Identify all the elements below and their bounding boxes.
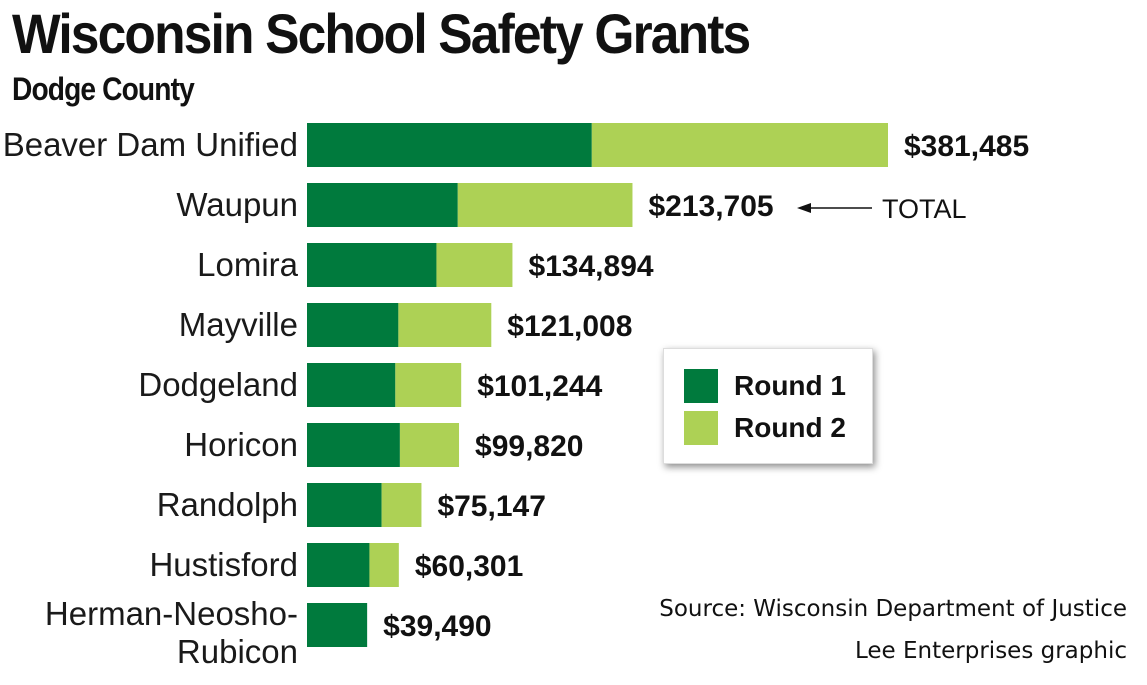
legend-label-round-1: Round 1	[734, 370, 846, 401]
category-label-horicon: Horicon	[184, 426, 298, 463]
legend-swatch-round-1	[684, 369, 718, 403]
bar-round-2-mayville	[398, 303, 492, 347]
bar-round-2-randolph	[381, 483, 422, 527]
bar-round-2-horicon	[399, 423, 460, 467]
bar-round-1-waupun	[307, 183, 458, 227]
bar-round-2-hustisford	[369, 543, 399, 587]
legend-item-round-1: Round 1	[684, 369, 846, 403]
legend-label-round-2: Round 2	[734, 412, 846, 443]
total-label-horicon: $99,820	[475, 430, 583, 463]
credit-note: Lee Enterprises graphic	[855, 638, 1127, 664]
chart-legend: Round 1 Round 2	[663, 348, 873, 464]
category-label-dodgeland: Dodgeland	[138, 366, 298, 403]
category-label-mayville: Mayville	[179, 306, 298, 343]
category-label-herman-neosho-rubicon-line-1: Herman-Neosho-	[45, 595, 298, 632]
category-label-waupun: Waupun	[176, 186, 298, 223]
total-arrow-head	[797, 203, 811, 213]
bar-round-2-dodgeland	[395, 363, 462, 407]
source-note: Source: Wisconsin Department of Justice	[659, 596, 1127, 622]
bar-round-1-beaver-dam-unified	[307, 123, 592, 167]
category-label-herman-neosho-rubicon-line-2: Rubicon	[177, 633, 298, 670]
total-label-beaver-dam-unified: $381,485	[904, 130, 1029, 163]
bar-round-2-lomira	[436, 243, 513, 287]
chart-subtitle: Dodge County	[12, 71, 195, 107]
category-label-randolph: Randolph	[157, 486, 298, 523]
bar-round-2-waupun	[457, 183, 633, 227]
bar-round-1-hustisford	[307, 543, 370, 587]
total-label-dodgeland: $101,244	[477, 370, 602, 403]
bar-round-1-mayville	[307, 303, 399, 347]
bar-round-1-herman-neosho-rubicon	[307, 603, 368, 647]
bar-round-1-horicon	[307, 423, 400, 467]
legend-swatch-round-2	[684, 411, 718, 445]
bar-round-2-beaver-dam-unified	[591, 123, 888, 167]
total-label-randolph: $75,147	[437, 490, 545, 523]
category-label-hustisford: Hustisford	[149, 546, 298, 583]
category-label-lomira: Lomira	[197, 246, 299, 283]
bar-round-1-dodgeland	[307, 363, 396, 407]
chart-title: Wisconsin School Safety Grants	[12, 2, 751, 65]
total-label-mayville: $121,008	[507, 310, 632, 343]
category-label-beaver-dam-unified: Beaver Dam Unified	[3, 126, 298, 163]
total-label-herman-neosho-rubicon: $39,490	[383, 610, 491, 643]
bar-round-1-lomira	[307, 243, 437, 287]
total-label-waupun: $213,705	[648, 190, 773, 223]
total-label-hustisford: $60,301	[415, 550, 523, 583]
total-annotation: TOTAL	[882, 194, 967, 224]
total-label-lomira: $134,894	[528, 250, 653, 283]
bar-round-1-randolph	[307, 483, 382, 527]
legend-item-round-2: Round 2	[684, 411, 846, 445]
